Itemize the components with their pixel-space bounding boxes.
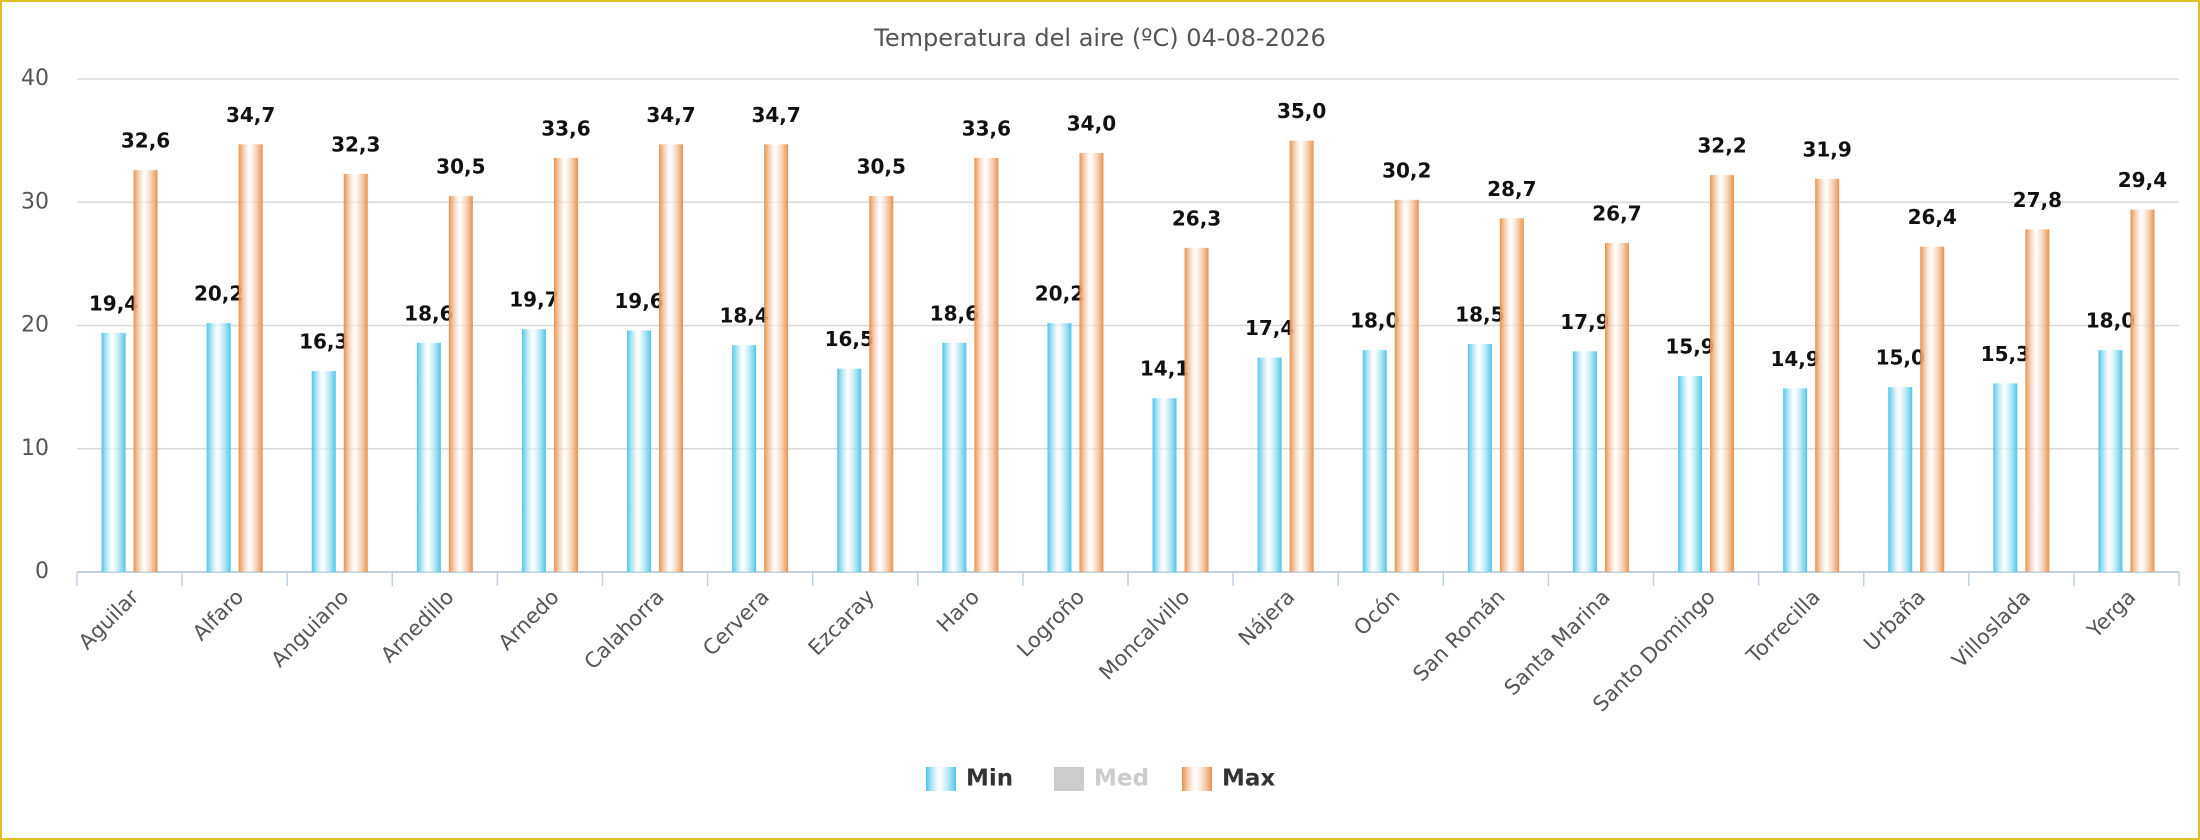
value-label: 14,1 [1140, 357, 1189, 381]
legend-swatch [1054, 767, 1084, 791]
legend-swatch [1182, 767, 1212, 791]
bar [732, 345, 757, 572]
value-label: 19,7 [509, 288, 558, 312]
value-label: 17,9 [1560, 310, 1609, 334]
value-label: 19,4 [89, 291, 138, 315]
bar [1815, 178, 1840, 572]
value-label: 34,7 [226, 103, 275, 127]
value-label: 18,0 [1350, 309, 1399, 333]
bar [206, 323, 231, 572]
y-tick-label: 20 [21, 313, 49, 338]
bar [448, 196, 473, 572]
y-tick-label: 10 [21, 436, 49, 461]
bar [1888, 387, 1913, 572]
value-label: 26,3 [1172, 206, 1221, 230]
y-tick-label: 30 [21, 189, 49, 214]
bar [942, 342, 967, 572]
bar [1993, 383, 2018, 572]
y-tick-label: 0 [35, 559, 49, 584]
value-label: 14,9 [1770, 347, 1819, 371]
bar [837, 368, 862, 572]
value-label: 15,3 [1981, 342, 2030, 366]
bar [1920, 246, 1945, 572]
bar [1710, 175, 1735, 572]
value-label: 29,4 [2118, 168, 2167, 192]
y-tick-label: 40 [21, 66, 49, 91]
value-label: 33,6 [962, 116, 1011, 140]
bar [2098, 350, 2123, 572]
bar [627, 330, 652, 572]
bar [1257, 357, 1282, 572]
value-label: 18,4 [719, 304, 768, 328]
bar [1467, 343, 1492, 572]
legend-label: Max [1222, 766, 1275, 792]
bar [1499, 218, 1524, 572]
value-label: 16,5 [825, 327, 874, 351]
legend-label: Min [966, 766, 1013, 792]
value-label: 20,2 [194, 282, 243, 306]
bar [764, 144, 789, 572]
bar [238, 144, 263, 572]
bar [1289, 140, 1314, 572]
legend-swatch [926, 767, 956, 791]
bar [869, 196, 894, 572]
bar [311, 371, 336, 572]
value-label: 20,2 [1035, 282, 1084, 306]
value-label: 18,6 [404, 301, 453, 325]
value-label: 32,6 [121, 129, 170, 153]
legend-label: Med [1094, 766, 1149, 792]
bar [101, 332, 126, 572]
value-label: 19,6 [614, 289, 663, 313]
value-label: 18,5 [1455, 302, 1504, 326]
bar [1394, 199, 1419, 572]
value-label: 17,4 [1245, 316, 1294, 340]
value-label: 33,6 [541, 116, 590, 140]
bar [659, 144, 684, 572]
bar [1047, 323, 1072, 572]
value-label: 18,6 [930, 301, 979, 325]
value-label: 30,5 [857, 155, 906, 179]
value-label: 34,7 [646, 103, 695, 127]
value-label: 26,7 [1592, 201, 1641, 225]
bar [1152, 398, 1177, 572]
value-label: 30,5 [436, 155, 485, 179]
bar [343, 173, 368, 572]
value-label: 34,7 [751, 103, 800, 127]
value-label: 32,2 [1697, 134, 1746, 158]
bar [133, 170, 158, 572]
value-label: 31,9 [1802, 137, 1851, 161]
bar [1678, 376, 1703, 572]
bar [416, 342, 441, 572]
value-label: 18,0 [2086, 309, 2135, 333]
value-label: 28,7 [1487, 177, 1536, 201]
bar [553, 157, 578, 572]
value-label: 27,8 [2013, 188, 2062, 212]
value-label: 16,3 [299, 330, 348, 354]
bar [2025, 229, 2050, 573]
bar [1783, 388, 1808, 572]
value-label: 15,9 [1665, 335, 1714, 359]
bar [1079, 152, 1104, 572]
bar [1604, 242, 1629, 573]
bar [974, 157, 999, 572]
value-label: 15,0 [1876, 346, 1925, 370]
value-label: 26,4 [1908, 205, 1957, 229]
value-label: 34,0 [1067, 111, 1116, 135]
value-label: 35,0 [1277, 99, 1326, 123]
bar [1572, 351, 1597, 572]
value-label: 32,3 [331, 132, 380, 156]
bar [1362, 350, 1387, 572]
value-label: 30,2 [1382, 158, 1431, 182]
bar [1184, 247, 1209, 573]
bar [521, 329, 546, 572]
chart-title: Temperatura del aire (ºC) 04-08-2026 [873, 24, 1325, 52]
bar [2130, 209, 2155, 572]
